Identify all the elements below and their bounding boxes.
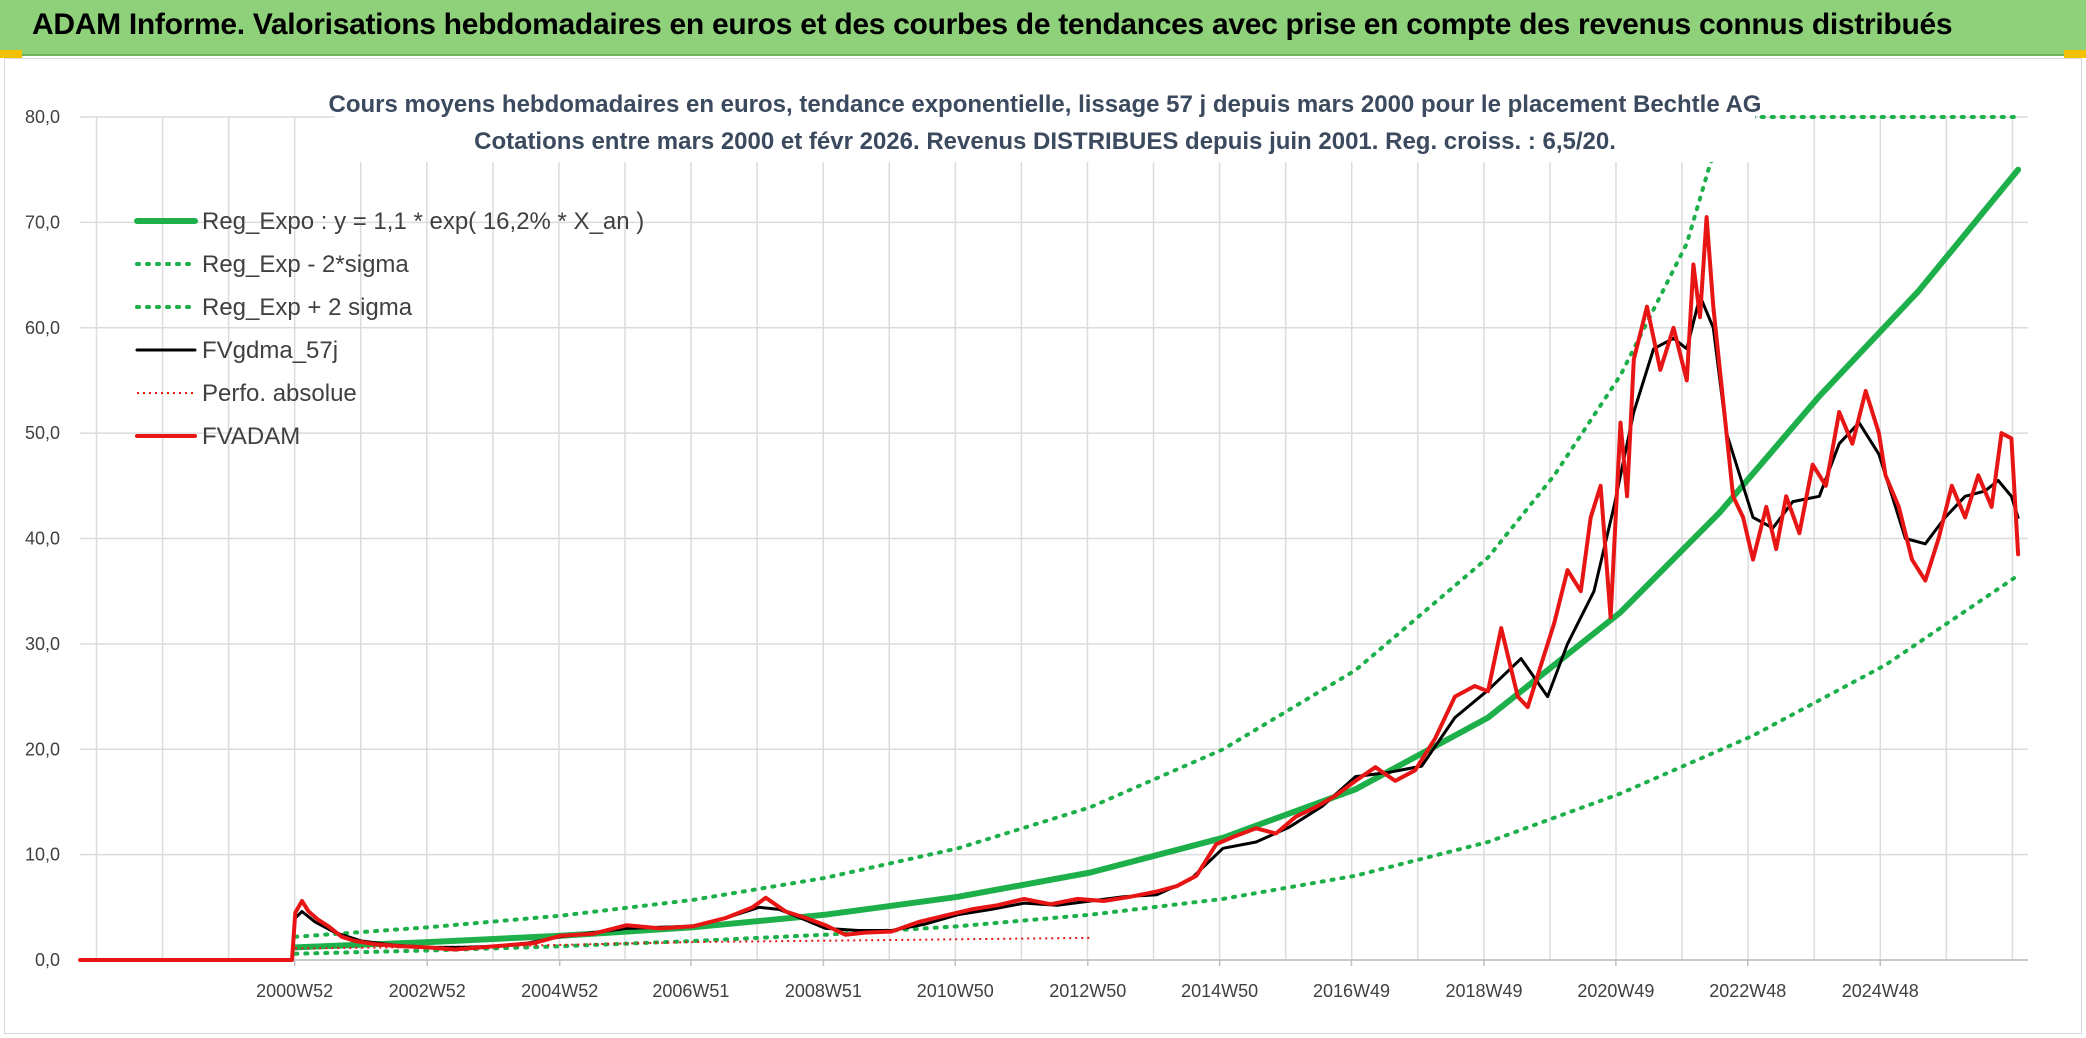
corner-accent-left xyxy=(0,50,22,58)
y-tick-label: 80,0 xyxy=(25,107,60,127)
series-line-fvgdma xyxy=(293,294,2020,949)
series-line-fvadam xyxy=(78,215,2021,962)
series-line-reg_expo xyxy=(292,166,2022,951)
chart-subtitle: Cotations entre mars 2000 et févr 2026. … xyxy=(474,128,1616,155)
legend-label-reg_plus: Reg_Exp + 2 sigma xyxy=(202,294,413,321)
x-tick-label: 2004W52 xyxy=(521,981,598,1001)
x-tick-label: 2000W52 xyxy=(256,981,333,1001)
series-line-reg_minus xyxy=(293,573,2021,956)
x-tick-label: 2018W49 xyxy=(1445,981,1522,1001)
x-tick-label: 2012W50 xyxy=(1049,981,1126,1001)
y-tick-label: 50,0 xyxy=(25,423,60,443)
report-banner: ADAM Informe. Valorisations hebdomadaire… xyxy=(0,0,2086,56)
legend-label-reg_expo: Reg_Expo : y = 1,1 * exp( 16,2% * X_an ) xyxy=(202,208,644,235)
y-tick-label: 30,0 xyxy=(25,634,60,654)
report-title: ADAM Informe. Valorisations hebdomadaire… xyxy=(32,8,1953,41)
series-line-reg_plus xyxy=(293,115,2021,939)
chart-title: Cours moyens hebdomadaires en euros, ten… xyxy=(329,91,1762,118)
x-axis: 2000W52 2002W52 2004W52 2006W51 2008W51 2010W… xyxy=(256,960,1919,1001)
x-tick-label: 2006W51 xyxy=(652,981,729,1001)
x-tick-label: 2008W51 xyxy=(785,981,862,1001)
legend-label-reg_minus: Reg_Exp - 2*sigma xyxy=(202,251,409,278)
y-tick-label: 40,0 xyxy=(25,529,60,549)
y-tick-label: 60,0 xyxy=(25,318,60,338)
x-tick-label: 2010W50 xyxy=(917,981,994,1001)
x-tick-label: 2002W52 xyxy=(389,981,466,1001)
y-tick-label: 10,0 xyxy=(25,845,60,865)
y-tick-label: 70,0 xyxy=(25,212,60,232)
corner-accent-right xyxy=(2064,50,2086,58)
y-tick-label: 0,0 xyxy=(35,950,60,970)
x-tick-label: 2016W49 xyxy=(1313,981,1390,1001)
legend-label-fvadam: FVADAM xyxy=(202,423,300,450)
legend-label-perfo: Perfo. absolue xyxy=(202,380,357,407)
x-tick-label: 2014W50 xyxy=(1181,981,1258,1001)
y-axis: 0,0 10,0 20,0 30,0 40,0 50,0 60,0 70,0 80,0 xyxy=(25,107,60,970)
x-tick-label: 2022W48 xyxy=(1709,981,1786,1001)
legend: Reg_Expo : y = 1,1 * exp( 16,2% * X_an )… xyxy=(134,208,644,450)
chart-frame xyxy=(4,58,2082,1034)
x-tick-label: 2020W49 xyxy=(1577,981,1654,1001)
series xyxy=(78,115,2022,962)
chart-title-background xyxy=(335,78,1755,162)
grid xyxy=(80,116,2028,961)
y-tick-label: 20,0 xyxy=(25,739,60,759)
legend-label-fvgdma: FVgdma_57j xyxy=(202,337,338,364)
x-tick-label: 2024W48 xyxy=(1842,981,1919,1001)
